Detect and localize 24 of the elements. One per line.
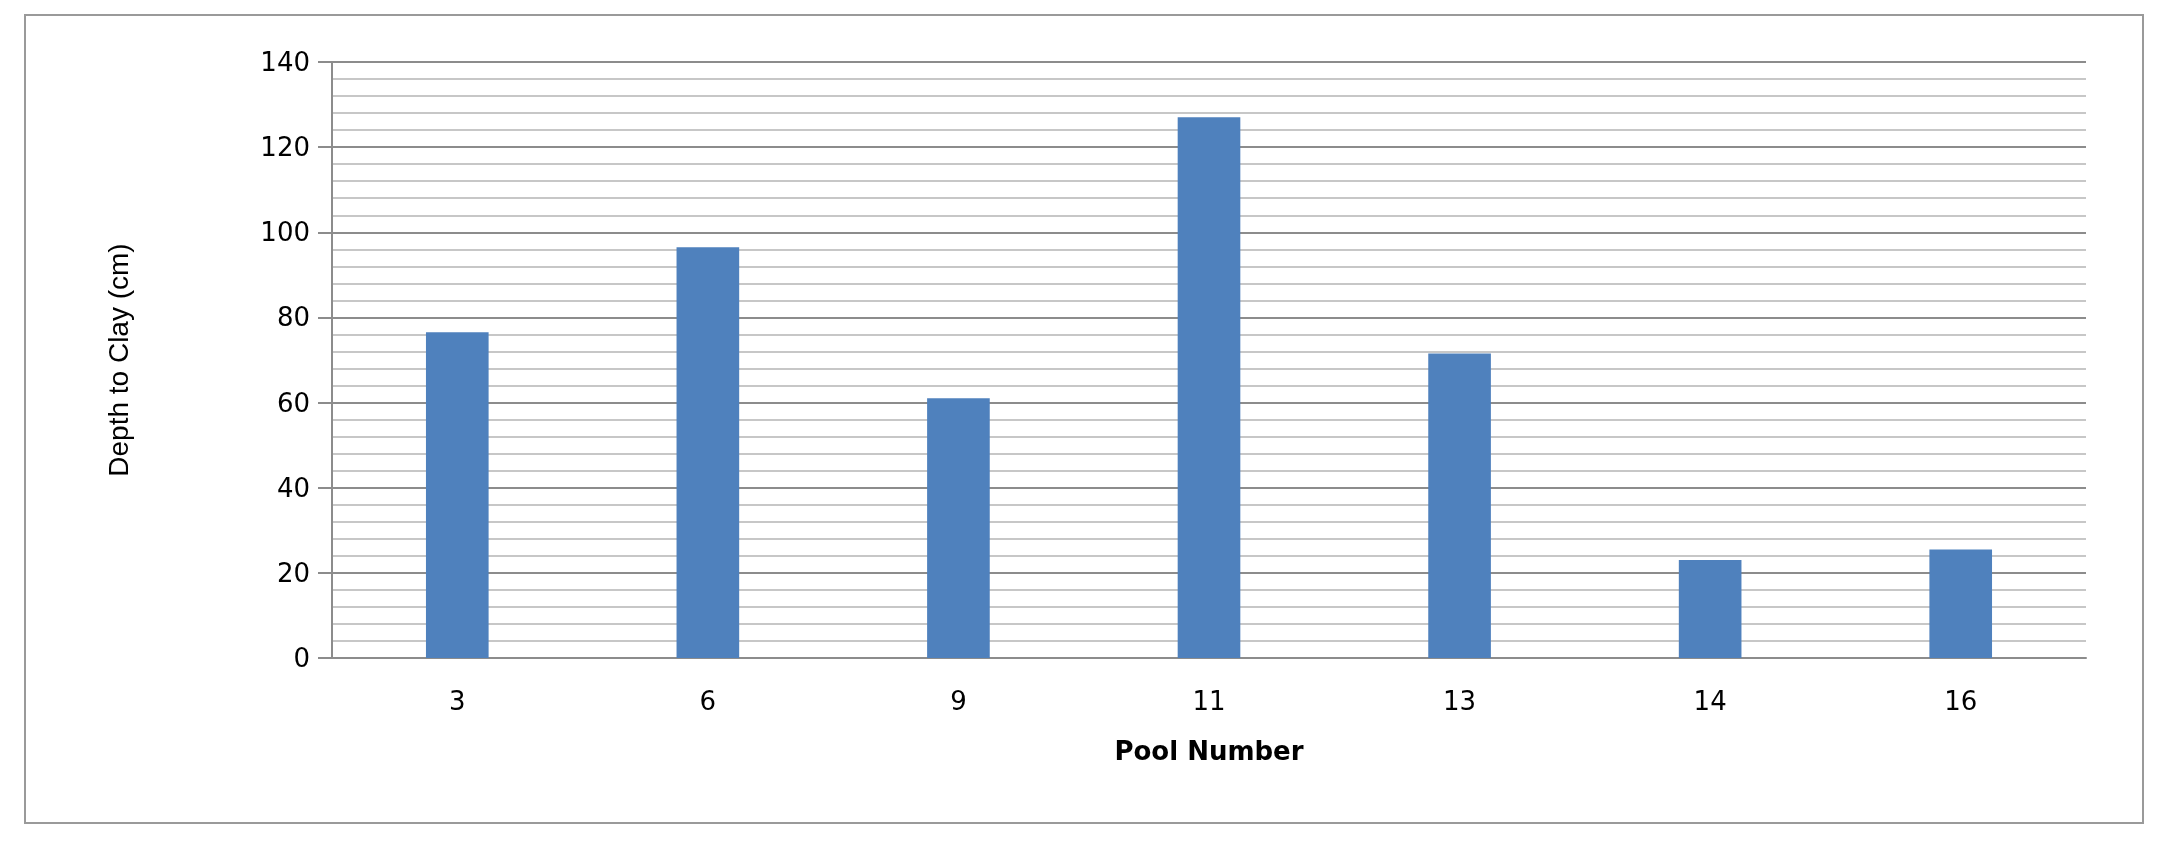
x-tick-label: 16	[1944, 686, 1978, 716]
x-tick-label: 14	[1693, 686, 1727, 716]
y-tick-label: 20	[276, 557, 310, 588]
x-tick-label: 9	[950, 686, 967, 716]
bar	[1678, 560, 1742, 658]
x-tick-label: 11	[1192, 686, 1226, 716]
x-axis-title: Pool Number	[1114, 736, 1304, 766]
y-tick-label: 60	[276, 387, 310, 418]
y-tick-label: 0	[293, 643, 310, 673]
y-tick-label: 100	[260, 217, 310, 248]
bar	[927, 398, 990, 658]
x-tick-label: 3	[449, 686, 466, 716]
y-tick-label: 80	[276, 302, 310, 333]
x-tick-label: 13	[1443, 686, 1477, 716]
bar	[425, 332, 489, 658]
x-tick-label: 6	[699, 686, 717, 716]
bar	[1428, 353, 1491, 658]
y-tick-label: 120	[260, 132, 310, 163]
bar	[676, 247, 740, 658]
y-tick-label: 140	[260, 47, 310, 77]
bar	[1177, 117, 1241, 658]
bar	[1929, 549, 1993, 658]
y-tick-label: 40	[276, 472, 310, 503]
y-axis-title: Depth to Clay (cm)	[102, 243, 134, 477]
